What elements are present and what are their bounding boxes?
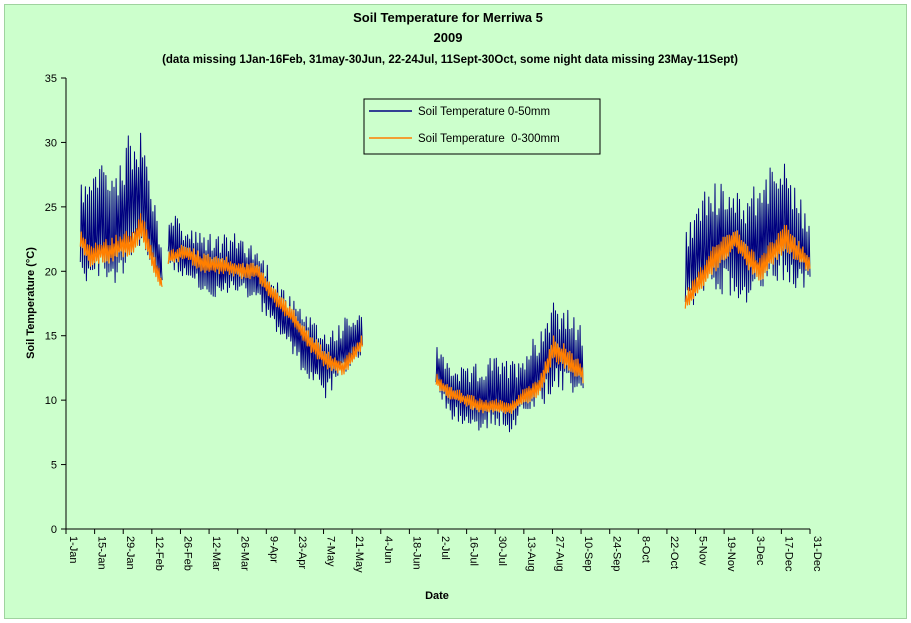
y-tick-label: 20: [45, 266, 57, 278]
x-tick-label: 24-Sep: [611, 536, 623, 571]
y-tick-label: 25: [45, 202, 57, 214]
x-tick-label: 2-Jul: [439, 536, 451, 560]
x-tick-label: 4-Jun: [382, 536, 394, 564]
x-tick-label: 12-Mar: [210, 536, 222, 571]
chart-title-year: 2009: [434, 30, 463, 45]
chart-subtitle: (data missing 1Jan-16Feb, 31may-30Jun, 2…: [162, 54, 738, 66]
legend-box: [363, 98, 601, 155]
x-tick-label: 18-Jun: [410, 536, 422, 570]
x-tick-label: 26-Mar: [239, 536, 251, 571]
chart-title: Soil Temperature for Merriwa 5: [353, 10, 543, 25]
series-line-0-50mm-segment-3: [435, 302, 584, 433]
x-tick-label: 15-Jan: [96, 536, 108, 570]
legend-label-0-300mm: Soil Temperature 0-300mm: [418, 133, 560, 145]
y-axis-title: Soil Temperature (°C): [25, 247, 37, 359]
x-tick-label: 23-Apr: [296, 536, 308, 569]
x-tick-label: 22-Oct: [668, 536, 680, 569]
series-line-0-300mm-segment-2: [167, 244, 363, 376]
y-tick-label: 35: [45, 73, 57, 85]
y-tick-label: 15: [45, 331, 57, 343]
series-line-0-300mm-segment-4: [684, 224, 811, 309]
legend-label-0-50mm: Soil Temperature 0-50mm: [418, 106, 550, 118]
series-line-0-300mm-segment-1: [79, 213, 163, 288]
x-tick-label: 16-Jul: [468, 536, 480, 566]
x-tick-label: 26-Feb: [181, 536, 193, 571]
series-layer: [79, 132, 811, 433]
x-tick-label: 9-Apr: [267, 536, 279, 563]
x-tick-label: 12-Feb: [153, 536, 165, 571]
x-tick-label: 13-Aug: [525, 536, 537, 571]
x-tick-label: 29-Jan: [124, 536, 136, 570]
x-tick-label: 30-Jul: [496, 536, 508, 566]
x-tick-label: 19-Nov: [725, 536, 737, 572]
series-line-0-300mm-segment-3: [435, 335, 584, 415]
x-tick-label: 1-Jan: [67, 536, 79, 564]
axes-layer: 0 5 10 15 20 25 30 35 1-Jan 15-Jan 29-Jan 12-Feb 26-…: [45, 73, 823, 573]
x-tick-label: 17-Dec: [782, 536, 794, 572]
x-tick-label: 21-May: [353, 536, 365, 573]
x-tick-label: 31-Dec: [811, 536, 823, 572]
y-tick-label: 30: [45, 137, 57, 149]
x-tick-label: 3-Dec: [754, 536, 766, 566]
series-line-0-50mm-segment-1: [79, 132, 163, 283]
x-tick-label: 10-Sep: [582, 536, 594, 571]
x-tick-label: 8-Oct: [639, 536, 651, 563]
y-tick-label: 0: [51, 524, 57, 536]
legend: Soil Temperature 0-50mm Soil Temperature…: [363, 98, 601, 155]
x-axis-title: Date: [425, 590, 449, 602]
x-tick-label: 27-Aug: [553, 536, 565, 571]
y-tick-label: 5: [51, 460, 57, 472]
x-tick-label: 7-May: [325, 536, 337, 567]
y-tick-label: 10: [45, 395, 57, 407]
x-tick-label: 5-Nov: [697, 536, 709, 566]
